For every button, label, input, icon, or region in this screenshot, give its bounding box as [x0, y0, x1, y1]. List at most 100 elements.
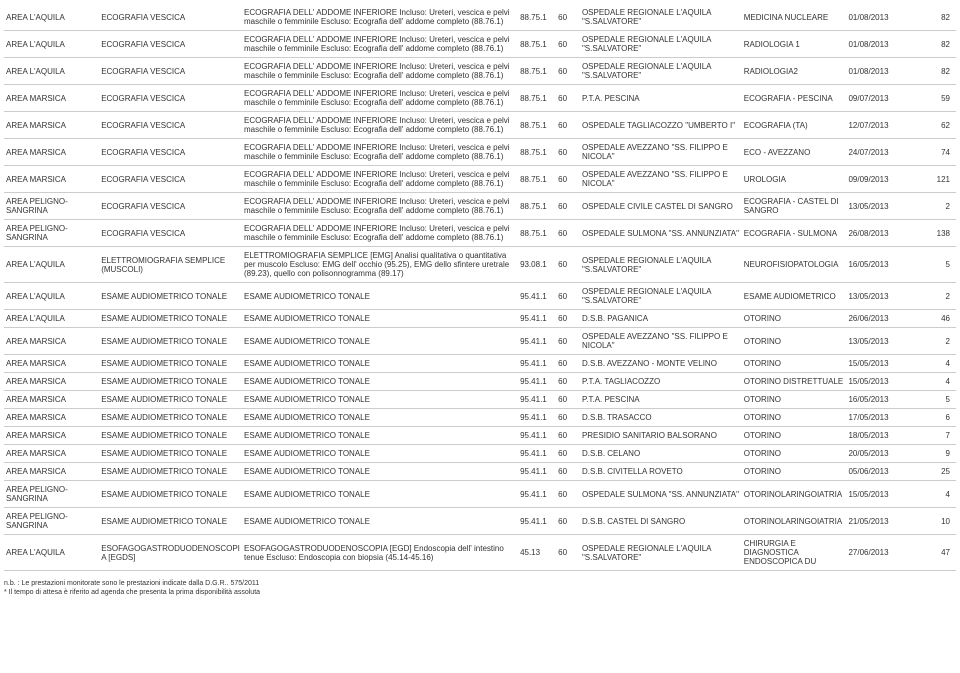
cell-code: 95.41.1: [518, 355, 556, 373]
cell-code: 88.75.1: [518, 220, 556, 247]
cell-days: 60: [556, 58, 580, 85]
cell-facility: OSPEDALE REGIONALE L'AQUILA "S.SALVATORE…: [580, 283, 742, 310]
cell-wait: 82: [904, 4, 956, 31]
cell-exam: ELETTROMIOGRAFIA SEMPLICE (MUSCOLI): [99, 247, 242, 283]
cell-date: 13/05/2013: [846, 328, 903, 355]
cell-code: 95.41.1: [518, 481, 556, 508]
cell-date: 21/05/2013: [846, 508, 903, 535]
table-row: AREA MARSICAESAME AUDIOMETRICO TONALEESA…: [4, 391, 956, 409]
cell-desc: ESAME AUDIOMETRICO TONALE: [242, 508, 518, 535]
cell-exam: ESAME AUDIOMETRICO TONALE: [99, 427, 242, 445]
cell-wait: 59: [904, 85, 956, 112]
cell-facility: OSPEDALE AVEZZANO "SS. FILIPPO E NICOLA": [580, 166, 742, 193]
cell-area: AREA MARSICA: [4, 427, 99, 445]
cell-exam: ECOGRAFIA VESCICA: [99, 166, 242, 193]
cell-exam: ESAME AUDIOMETRICO TONALE: [99, 355, 242, 373]
cell-facility: D.S.B. CASTEL DI SANGRO: [580, 508, 742, 535]
cell-code: 88.75.1: [518, 166, 556, 193]
cell-exam: ECOGRAFIA VESCICA: [99, 85, 242, 112]
cell-exam: ECOGRAFIA VESCICA: [99, 112, 242, 139]
cell-code: 88.75.1: [518, 193, 556, 220]
cell-wait: 7: [904, 427, 956, 445]
cell-days: 60: [556, 508, 580, 535]
table-row: AREA MARSICAECOGRAFIA VESCICAECOGRAFIA D…: [4, 85, 956, 112]
cell-desc: ESAME AUDIOMETRICO TONALE: [242, 481, 518, 508]
cell-wait: 5: [904, 391, 956, 409]
cell-code: 95.41.1: [518, 373, 556, 391]
table-row: AREA L'AQUILAECOGRAFIA VESCICAECOGRAFIA …: [4, 31, 956, 58]
cell-facility: OSPEDALE REGIONALE L'AQUILA "S.SALVATORE…: [580, 247, 742, 283]
data-table: AREA L'AQUILAECOGRAFIA VESCICAECOGRAFIA …: [4, 4, 956, 571]
cell-unit: OTORINO: [742, 310, 847, 328]
cell-area: AREA PELIGNO-SANGRINA: [4, 481, 99, 508]
cell-facility: D.S.B. CELANO: [580, 445, 742, 463]
cell-code: 95.41.1: [518, 463, 556, 481]
cell-desc: ESOFAGOGASTRODUODENOSCOPIA [EGD] Endosco…: [242, 535, 518, 571]
cell-unit: ECOGRAFIA - PESCINA: [742, 85, 847, 112]
cell-exam: ESAME AUDIOMETRICO TONALE: [99, 310, 242, 328]
cell-date: 13/05/2013: [846, 283, 903, 310]
cell-unit: MEDICINA NUCLEARE: [742, 4, 847, 31]
cell-facility: OSPEDALE REGIONALE L'AQUILA "S.SALVATORE…: [580, 4, 742, 31]
cell-facility: D.S.B. PAGANICA: [580, 310, 742, 328]
cell-days: 60: [556, 166, 580, 193]
cell-date: 17/05/2013: [846, 409, 903, 427]
table-row: AREA MARSICAESAME AUDIOMETRICO TONALEESA…: [4, 427, 956, 445]
cell-code: 88.75.1: [518, 112, 556, 139]
cell-unit: CHIRURGIA E DIAGNOSTICA ENDOSCOPICA DU: [742, 535, 847, 571]
cell-code: 95.41.1: [518, 427, 556, 445]
cell-desc: ESAME AUDIOMETRICO TONALE: [242, 355, 518, 373]
cell-unit: OTORINO DISTRETTUALE: [742, 373, 847, 391]
cell-exam: ESOFAGOGASTRODUODENOSCOPIA [EGDS]: [99, 535, 242, 571]
cell-desc: ECOGRAFIA DELL' ADDOME INFERIORE Incluso…: [242, 31, 518, 58]
cell-exam: ECOGRAFIA VESCICA: [99, 58, 242, 85]
cell-date: 09/07/2013: [846, 85, 903, 112]
cell-date: 18/05/2013: [846, 427, 903, 445]
cell-unit: OTORINO: [742, 328, 847, 355]
cell-wait: 62: [904, 112, 956, 139]
cell-code: 45.13: [518, 535, 556, 571]
cell-date: 20/05/2013: [846, 445, 903, 463]
cell-date: 24/07/2013: [846, 139, 903, 166]
cell-days: 60: [556, 463, 580, 481]
cell-unit: RADIOLOGIA2: [742, 58, 847, 85]
cell-area: AREA MARSICA: [4, 85, 99, 112]
table-row: AREA L'AQUILAESAME AUDIOMETRICO TONALEES…: [4, 283, 956, 310]
cell-date: 05/06/2013: [846, 463, 903, 481]
cell-date: 12/07/2013: [846, 112, 903, 139]
cell-area: AREA PELIGNO-SANGRINA: [4, 508, 99, 535]
cell-wait: 4: [904, 481, 956, 508]
table-row: AREA MARSICAESAME AUDIOMETRICO TONALEESA…: [4, 355, 956, 373]
cell-exam: ECOGRAFIA VESCICA: [99, 220, 242, 247]
cell-days: 60: [556, 481, 580, 508]
cell-area: AREA MARSICA: [4, 139, 99, 166]
cell-date: 16/05/2013: [846, 247, 903, 283]
cell-code: 95.41.1: [518, 283, 556, 310]
table-row: AREA PELIGNO-SANGRINA ESAME AUDIOMETRICO …: [4, 508, 956, 535]
cell-area: AREA MARSICA: [4, 112, 99, 139]
cell-days: 60: [556, 355, 580, 373]
table-row: AREA L'AQUILAESOFAGOGASTRODUODENOSCOPIA …: [4, 535, 956, 571]
cell-area: AREA MARSICA: [4, 373, 99, 391]
table-row: AREA MARSICAESAME AUDIOMETRICO TONALEESA…: [4, 463, 956, 481]
cell-code: 88.75.1: [518, 31, 556, 58]
cell-unit: ECOGRAFIA (TA): [742, 112, 847, 139]
cell-exam: ECOGRAFIA VESCICA: [99, 139, 242, 166]
cell-exam: ESAME AUDIOMETRICO TONALE: [99, 283, 242, 310]
cell-unit: ESAME AUDIOMETRICO: [742, 283, 847, 310]
cell-facility: PRESIDIO SANITARIO BALSORANO: [580, 427, 742, 445]
table-row: AREA PELIGNO-SANGRINAECOGRAFIA VESCICAEC…: [4, 193, 956, 220]
cell-desc: ESAME AUDIOMETRICO TONALE: [242, 328, 518, 355]
cell-area: AREA MARSICA: [4, 445, 99, 463]
cell-date: 01/08/2013: [846, 4, 903, 31]
cell-code: 95.41.1: [518, 409, 556, 427]
cell-facility: D.S.B. AVEZZANO - MONTE VELINO: [580, 355, 742, 373]
cell-unit: OTORINO: [742, 355, 847, 373]
cell-facility: D.S.B. TRASACCO: [580, 409, 742, 427]
cell-desc: ECOGRAFIA DELL' ADDOME INFERIORE Incluso…: [242, 112, 518, 139]
cell-days: 60: [556, 391, 580, 409]
cell-unit: OTORINOLARINGOIATRIA: [742, 481, 847, 508]
cell-facility: P.T.A. PESCINA: [580, 85, 742, 112]
cell-unit: OTORINO: [742, 391, 847, 409]
cell-date: 15/05/2013: [846, 373, 903, 391]
